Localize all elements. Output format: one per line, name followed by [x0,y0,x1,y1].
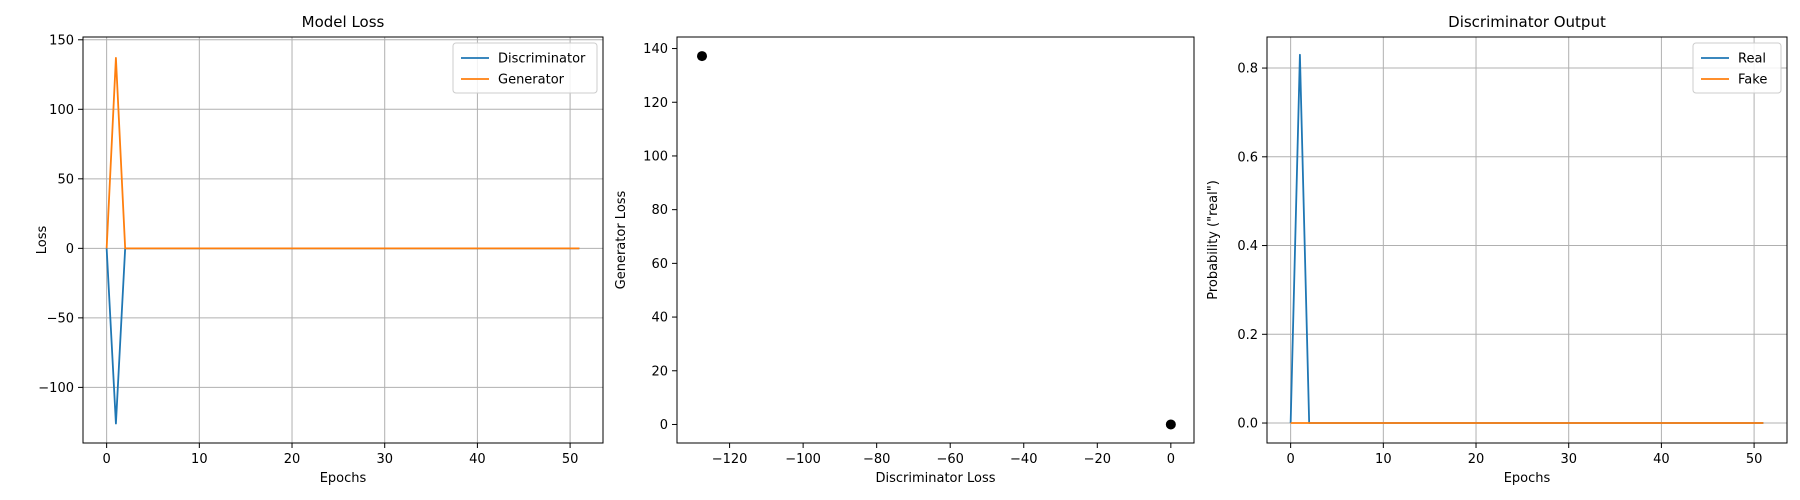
y-tick-label: 40 [651,311,668,326]
x-tick-label: −100 [785,452,821,467]
axes-frame [82,36,604,444]
y-tick-label: 50 [57,172,74,187]
y-axis-label: Probability ("real") [1206,180,1221,300]
y-tick-label: −50 [47,311,74,326]
y-tick-label: 0 [660,418,668,433]
x-tick-label: 10 [1375,452,1392,467]
series-line-1 [1289,53,1764,424]
chart-title: Discriminator Output [1448,13,1606,31]
scatter-point-1 [697,51,708,62]
y-tick-label: 140 [643,42,668,57]
x-tick-label: 40 [469,452,486,467]
axes-frame [1266,36,1788,444]
legend-box [1692,42,1782,94]
x-tick-label: 0 [102,452,110,467]
x-axis-label: Epochs [1504,471,1551,486]
y-tick-label: −100 [38,381,74,396]
y-axis-label: Loss [35,226,50,255]
y-tick-label: 100 [643,149,668,164]
x-axis-label: Epochs [320,471,367,486]
y-tick-label: 100 [49,103,74,118]
chart-title: Model Loss [302,13,385,31]
x-tick-label: 40 [1653,452,1670,467]
y-tick-label: 60 [651,257,668,272]
y-tick-label: 20 [651,364,668,379]
y-axis-label: Generator Loss [614,190,629,289]
legend-entry-2: Generator [498,73,565,88]
y-tick-label: 0.4 [1237,239,1258,254]
axes-frame [676,36,1195,444]
x-tick-label: 20 [1468,452,1485,467]
legend-entry-2: Fake [1738,73,1767,88]
series-line-2 [105,56,580,250]
y-tick-label: 0.6 [1237,150,1258,165]
series-line-1 [105,247,580,425]
x-tick-label: 30 [376,452,393,467]
x-tick-label: 20 [284,452,301,467]
x-tick-label: 0 [1286,452,1294,467]
x-tick-label: −120 [712,452,748,467]
x-tick-label: −40 [1010,452,1037,467]
y-tick-label: 0.2 [1237,328,1258,343]
chart-3: 0 10 20 30 40 50 0.0 0.2 0.4 0.6 0.8 Epochs Probabil… [1206,13,1788,486]
x-tick-label: −80 [863,452,890,467]
legend: Real Fake [1692,42,1782,94]
x-tick-label: 50 [1746,452,1763,467]
x-tick-label: 30 [1560,452,1577,467]
y-tick-label: 0.8 [1237,62,1258,77]
x-tick-label: 50 [562,452,579,467]
x-axis-label: Discriminator Loss [875,471,995,486]
x-tick-label: 0 [1167,452,1175,467]
x-tick-label: −60 [936,452,963,467]
y-tick-label: 0.0 [1237,417,1258,432]
y-tick-label: 150 [49,33,74,48]
legend: Discriminator Generator [452,42,598,94]
chart-2: −120 −100 −80 −60 −40 −20 0 0 20 40 60 80 100 120 140 D… [614,36,1195,486]
x-tick-label: 10 [191,452,208,467]
y-tick-label: 0 [66,242,74,257]
chart-1: 0 10 20 30 40 50 −100 −50 0 50 100 150 Epochs Loss Mod… [35,13,604,486]
legend-entry-1: Real [1738,52,1766,67]
scatter-point-2 [1165,419,1176,430]
y-tick-label: 120 [643,96,668,111]
legend-box [452,42,598,94]
x-tick-label: −20 [1084,452,1111,467]
y-tick-label: 80 [651,203,668,218]
legend-entry-1: Discriminator [498,52,586,67]
